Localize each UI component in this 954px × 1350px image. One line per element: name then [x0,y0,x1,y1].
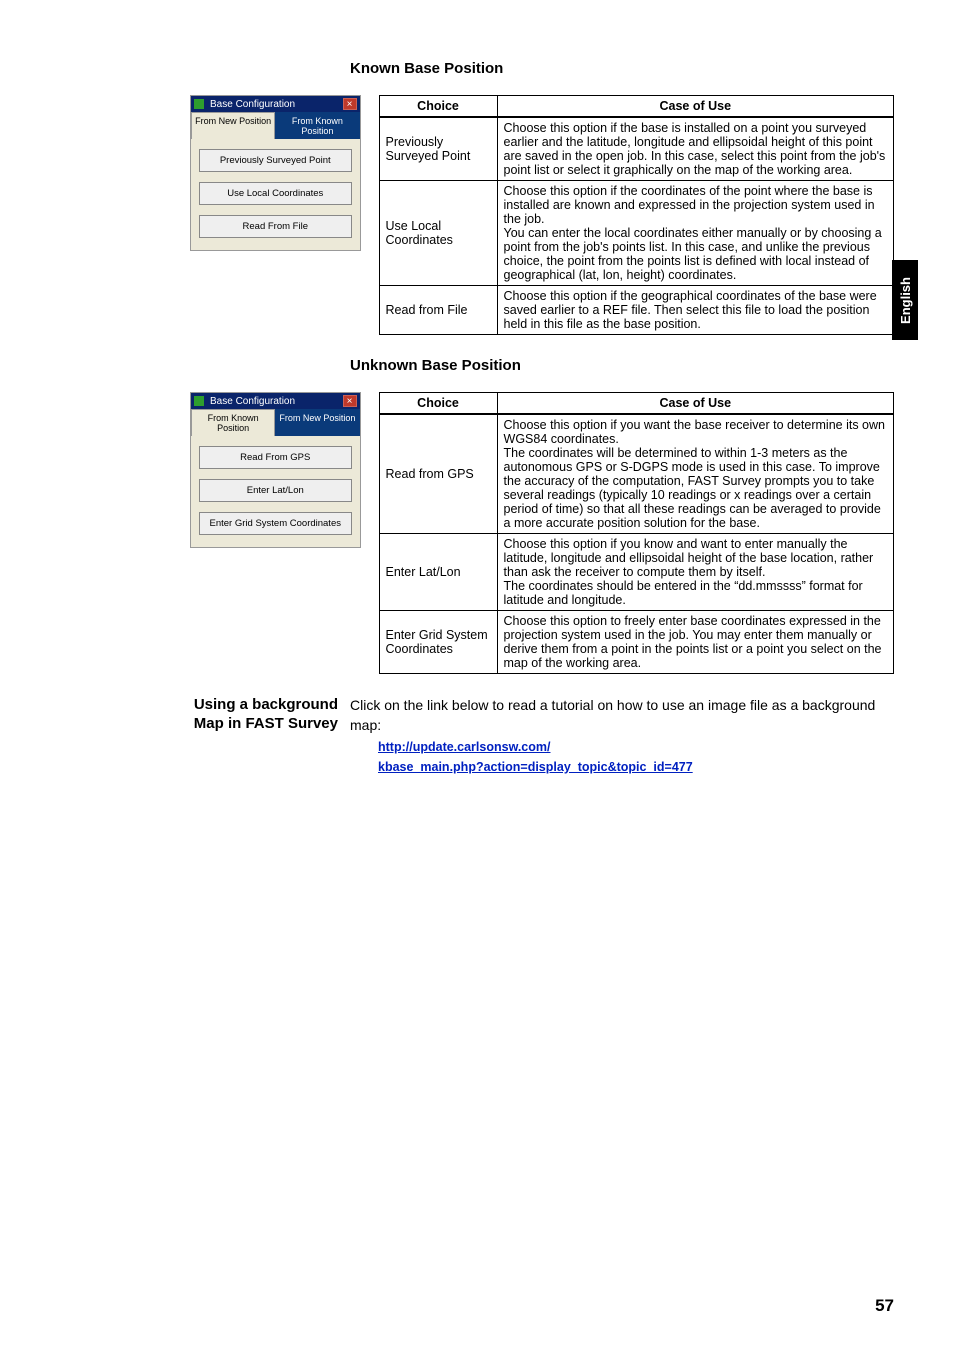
bottom-paragraph: Click on the link below to read a tutori… [350,697,875,733]
th-choice: Choice [379,96,497,118]
close-icon[interactable]: × [343,395,357,407]
known-base-table: Choice Case of Use Previously Surveyed P… [379,95,894,335]
cell-choice: Read from GPS [379,414,497,534]
table-row: Enter Grid System Coordinates Choose thi… [379,611,893,674]
known-base-row: Base Configuration × From New Position F… [190,95,894,335]
cell-choice: Enter Lat/Lon [379,534,497,611]
bottom-section: Using a background Map in FAST Survey Cl… [190,696,894,776]
dialog-known: Base Configuration × From New Position F… [190,95,361,251]
dialog-unknown-title: Base Configuration [210,396,295,407]
btn-read-gps[interactable]: Read From GPS [199,446,352,469]
tab-from-known-2[interactable]: From Known Position [191,409,275,436]
btn-read-file[interactable]: Read From File [199,215,352,238]
dialog-unknown-tabs: From Known Position From New Position [191,409,360,436]
th-choice: Choice [379,393,497,415]
window-icon [194,99,204,109]
dialog-known-titlebar: Base Configuration × [191,96,360,112]
close-icon[interactable]: × [343,98,357,110]
cell-use: Choose this option if you know and want … [497,534,893,611]
th-case: Case of Use [497,393,893,415]
bottom-label: Using a background Map in FAST Survey [190,696,338,734]
unknown-base-row: Base Configuration × From Known Position… [190,392,894,674]
language-tab-label: English [898,277,913,324]
table-row: Previously Surveyed Point Choose this op… [379,117,893,181]
unknown-base-heading: Unknown Base Position [350,357,894,374]
cell-choice: Enter Grid System Coordinates [379,611,497,674]
language-tab: English [892,260,918,340]
table-row: Use Local Coordinates Choose this option… [379,181,893,286]
dialog-known-tabs: From New Position From Known Position [191,112,360,139]
unknown-base-table: Choice Case of Use Read from GPS Choose … [379,392,894,674]
dialog-unknown: Base Configuration × From Known Position… [190,392,361,548]
btn-use-local[interactable]: Use Local Coordinates [199,182,352,205]
table-row: Read from File Choose this option if the… [379,286,893,335]
th-case: Case of Use [497,96,893,118]
tab-from-new[interactable]: From New Position [191,112,275,139]
cell-use: Choose this option if the coordinates of… [497,181,893,286]
known-base-heading: Known Base Position [350,60,894,77]
tutorial-link-line1[interactable]: http://update.carlsonsw.com/ [378,740,550,754]
page-number: 57 [875,1296,894,1316]
dialog-unknown-titlebar: Base Configuration × [191,393,360,409]
table-row: Read from GPS Choose this option if you … [379,414,893,534]
btn-enter-latlon[interactable]: Enter Lat/Lon [199,479,352,502]
cell-use: Choose this option if you want the base … [497,414,893,534]
cell-use: Choose this option to freely enter base … [497,611,893,674]
cell-use: Choose this option if the geographical c… [497,286,893,335]
bottom-text: Click on the link below to read a tutori… [350,696,894,776]
tab-from-new-2[interactable]: From New Position [275,409,359,436]
cell-choice: Previously Surveyed Point [379,117,497,181]
btn-prev-surveyed[interactable]: Previously Surveyed Point [199,149,352,172]
cell-choice: Read from File [379,286,497,335]
tutorial-link-line2[interactable]: kbase_main.php?action=display_topic&topi… [378,760,693,774]
dialog-known-title: Base Configuration [210,99,295,110]
btn-enter-grid[interactable]: Enter Grid System Coordinates [199,512,352,535]
window-icon [194,396,204,406]
cell-choice: Use Local Coordinates [379,181,497,286]
table-row: Enter Lat/Lon Choose this option if you … [379,534,893,611]
cell-use: Choose this option if the base is instal… [497,117,893,181]
tab-from-known[interactable]: From Known Position [275,112,359,139]
